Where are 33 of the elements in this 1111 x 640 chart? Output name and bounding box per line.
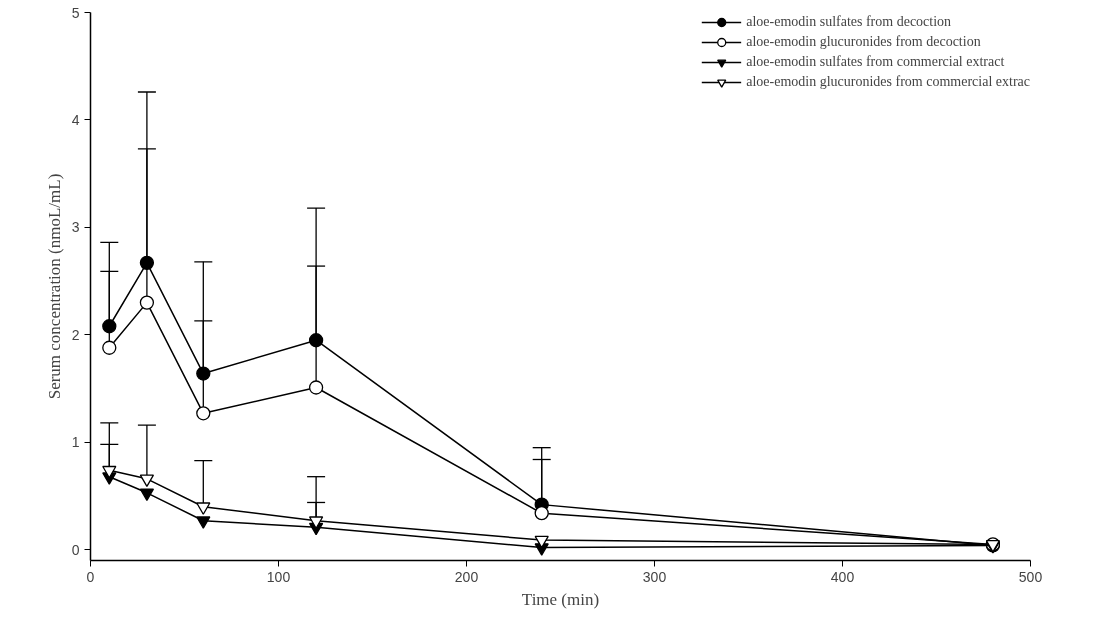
y-tick-label: 4 — [71, 111, 80, 128]
x-axis-title: Time (min) — [521, 589, 600, 609]
x-tick-label: 400 — [830, 568, 855, 585]
point — [196, 406, 211, 421]
point — [196, 366, 211, 381]
y-tick-label: 1 — [71, 434, 80, 451]
point — [308, 333, 324, 348]
legend-label: aloe-emodin glucuronides from commercial extrac — [746, 74, 1030, 90]
y-tick-label: 0 — [71, 541, 80, 558]
point — [196, 502, 211, 515]
point — [196, 516, 211, 529]
legend-label: aloe-emodin glucuronides from decoction — [746, 34, 981, 50]
point — [102, 465, 117, 479]
point — [308, 516, 324, 529]
point — [102, 319, 117, 334]
point — [308, 380, 324, 395]
x-tick-label: 500 — [1018, 568, 1043, 585]
point — [139, 295, 155, 310]
x-tick-label: 100 — [266, 568, 291, 585]
x-tick-label: 200 — [454, 568, 479, 585]
y-axis-title: Serum concentration (nmoL/mL) — [44, 173, 64, 400]
point — [139, 255, 155, 270]
y-tick-label: 2 — [71, 326, 80, 343]
x-tick-label: 300 — [642, 568, 667, 585]
y-tick-label: 5 — [71, 4, 80, 21]
point — [102, 340, 117, 355]
legend-label: aloe-emodin sulfates from commercial extract — [746, 54, 1005, 70]
point — [139, 474, 155, 487]
point — [534, 506, 549, 521]
x-tick-label: 0 — [86, 568, 95, 585]
y-tick-label: 3 — [71, 219, 80, 236]
point — [139, 488, 155, 501]
legend-label: aloe-emodin sulfates from decoction — [746, 14, 952, 30]
